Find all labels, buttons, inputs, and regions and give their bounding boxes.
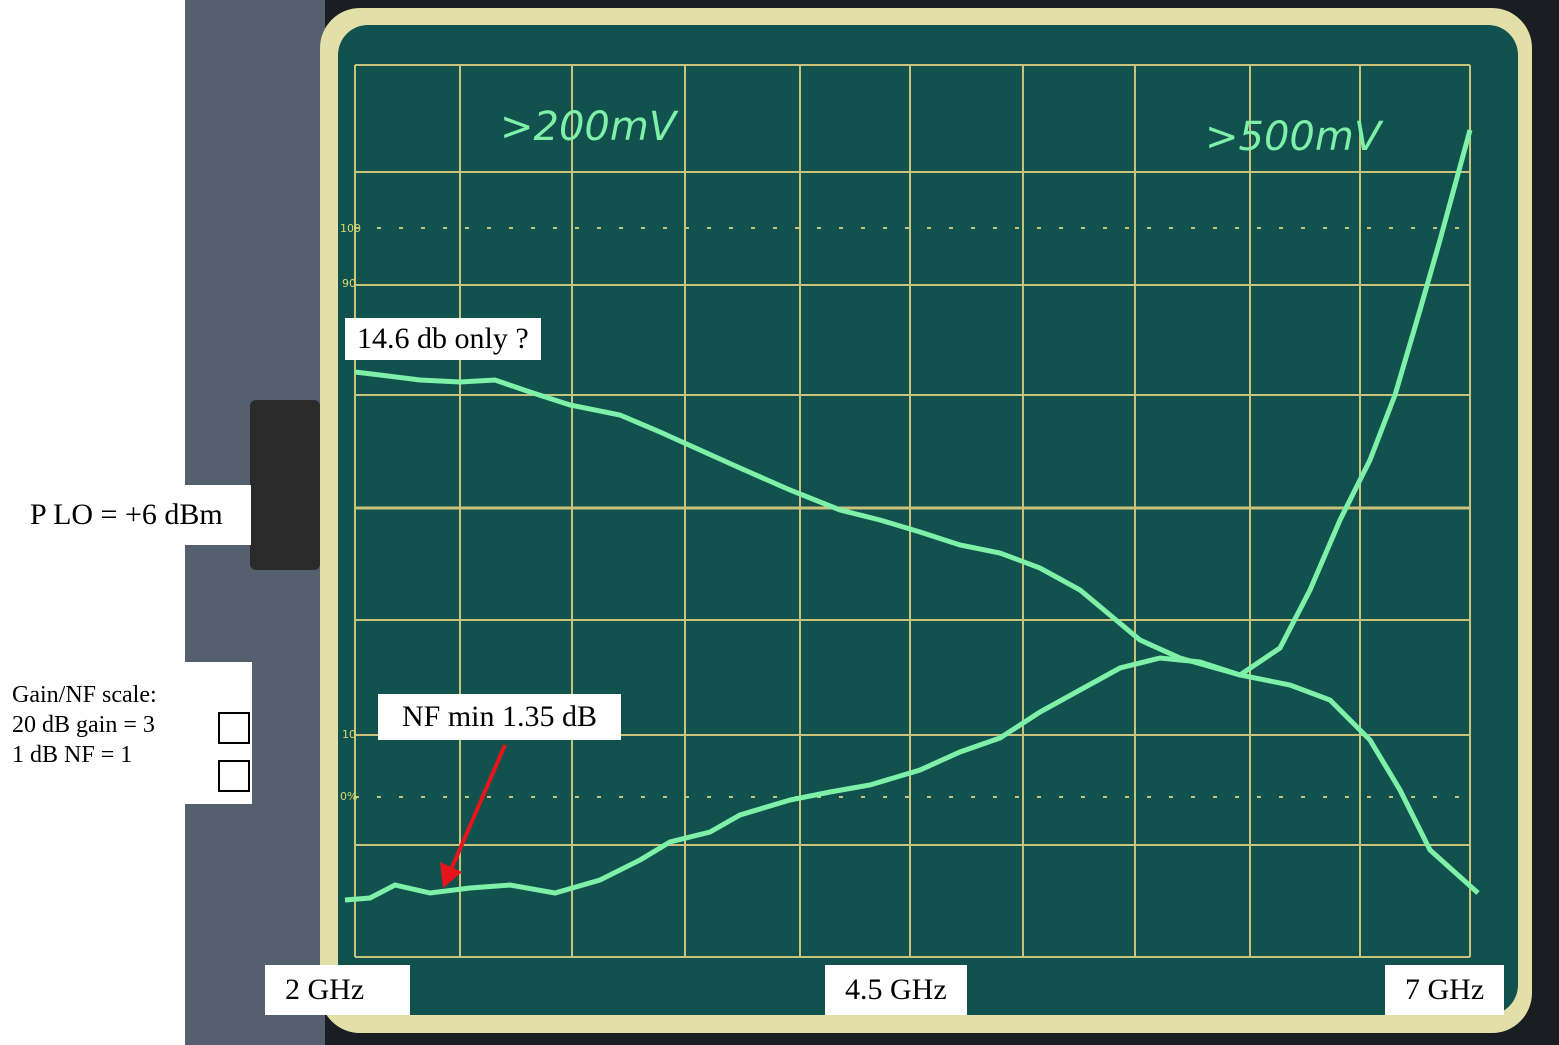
range-label: >500mV <box>1205 114 1384 160</box>
checkbox <box>218 712 250 744</box>
page: >200mV >500mV 100 90 10 0% 14.6 db only … <box>0 0 1559 1045</box>
scale-legend: Gain/NF scale: 20 dB gain = 3 1 dB NF = … <box>0 662 252 804</box>
checkbox <box>218 760 250 792</box>
knobs <box>250 400 320 570</box>
graticule-label: 90 <box>342 277 356 290</box>
x-label: 2 GHz <box>265 965 410 1015</box>
annotation: NF min 1.35 dB <box>378 694 621 740</box>
x-label: 7 GHz <box>1385 965 1504 1015</box>
scale-gain: 20 dB gain = 3 <box>12 710 252 740</box>
scale-nf: 1 dB NF = 1 <box>12 740 252 770</box>
graticule-label: 10 <box>342 728 356 741</box>
annotation: 14.6 db only ? <box>345 318 541 360</box>
range-label: >200mV <box>500 104 679 150</box>
scale-title: Gain/NF scale: <box>12 680 252 710</box>
graticule-label: 0% <box>340 790 357 803</box>
annotation: P LO = +6 dBm <box>0 485 251 545</box>
graticule-label: 100 <box>340 222 361 235</box>
x-label: 4.5 GHz <box>825 965 967 1015</box>
